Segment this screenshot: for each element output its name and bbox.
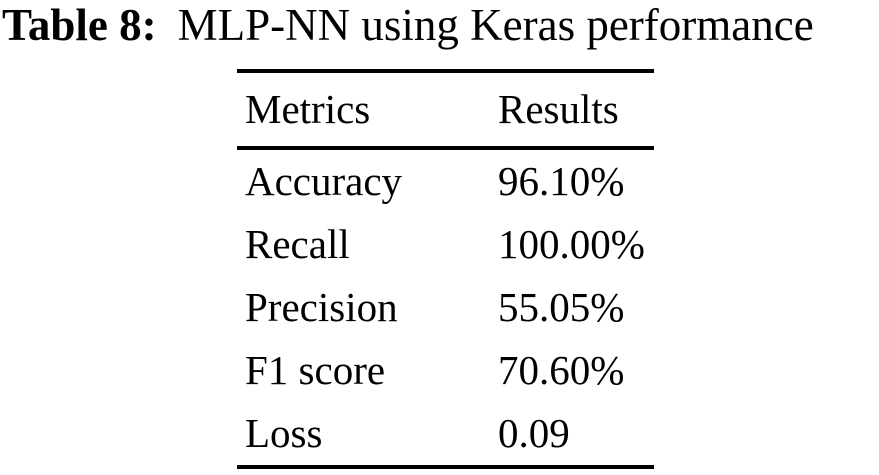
- column-header-results: Results: [498, 86, 619, 132]
- table-caption: Table 8: MLP-NN using Keras performance: [2, 0, 814, 51]
- result-cell: 55.05%: [498, 284, 625, 330]
- table-caption-title: MLP-NN using Keras performance: [177, 0, 814, 50]
- table-bottom-rule: [237, 465, 654, 469]
- metric-cell: Loss: [245, 410, 323, 456]
- metric-cell: Recall: [245, 221, 350, 267]
- table-mid-rule: [237, 146, 654, 150]
- table-row: Accuracy 96.10%: [237, 150, 654, 213]
- metric-cell: Accuracy: [245, 158, 403, 204]
- metrics-results-table: Metrics Results Accuracy 96.10% Recall 1…: [237, 69, 654, 469]
- result-cell: 0.09: [498, 410, 570, 456]
- table-caption-number: Table 8:: [2, 0, 157, 50]
- table-row: Precision 55.05%: [237, 276, 654, 339]
- metric-cell: F1 score: [245, 347, 386, 393]
- result-cell: 70.60%: [498, 347, 625, 393]
- column-header-metrics: Metrics: [245, 86, 371, 132]
- metric-cell: Precision: [245, 284, 398, 330]
- table-row: F1 score 70.60%: [237, 339, 654, 402]
- result-cell: 100.00%: [498, 221, 645, 267]
- table-top-rule: [237, 69, 654, 73]
- table-header-row: Metrics Results: [237, 73, 654, 146]
- table-row: Loss 0.09: [237, 402, 654, 465]
- result-cell: 96.10%: [498, 158, 625, 204]
- table-row: Recall 100.00%: [237, 213, 654, 276]
